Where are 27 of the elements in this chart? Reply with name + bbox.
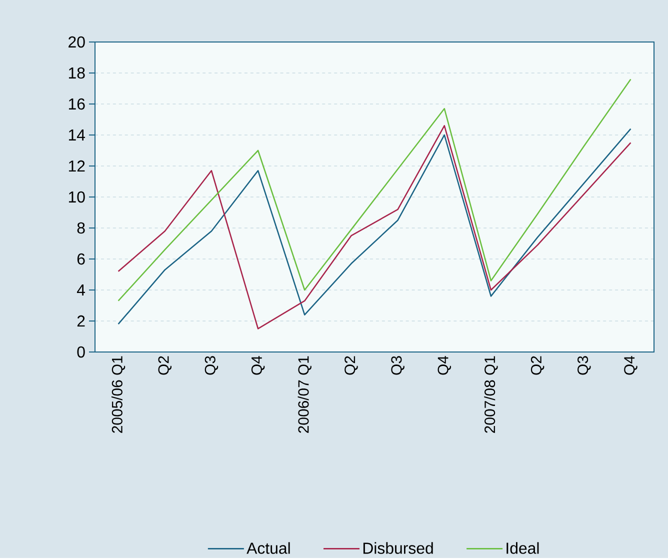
x-tick-label: Q2 [158, 356, 172, 375]
y-tick-label: 20 [68, 36, 85, 48]
x-tick-label: Q3 [391, 356, 404, 375]
y-tick-label: 4 [76, 284, 86, 296]
legend-label: Disbursed [363, 542, 433, 554]
y-tick-label: 2 [77, 315, 85, 326]
y-tick-label: 18 [68, 67, 85, 79]
y-tick-label: 8 [77, 222, 85, 234]
x-tick-label: Q2 [530, 356, 544, 375]
y-tick-label: 6 [77, 253, 85, 265]
x-tick-label: Q4 [251, 356, 265, 375]
legend-label: Actual [246, 542, 290, 554]
x-tick-label: Q3 [204, 356, 218, 375]
line-series [118, 78, 632, 302]
x-tick-label: Q4 [624, 356, 638, 375]
y-tick-label: 14 [68, 129, 86, 140]
x-tick-label: 2005/06 Q1 [111, 356, 126, 433]
x-tick-label: 2007/08 Q1 [484, 356, 498, 433]
y-tick-label: 0 [77, 346, 85, 358]
x-tick-label: Q2 [344, 356, 358, 375]
x-tick-label: 2006/07 Q1 [298, 356, 312, 433]
y-tick-label: 10 [68, 191, 85, 203]
y-tick-label: 16 [68, 98, 85, 110]
x-tick-label: Q4 [438, 356, 452, 375]
legend-label: Ideal [506, 542, 539, 554]
x-tick-label: Q3 [578, 356, 591, 375]
y-tick-label: 12 [68, 160, 85, 172]
